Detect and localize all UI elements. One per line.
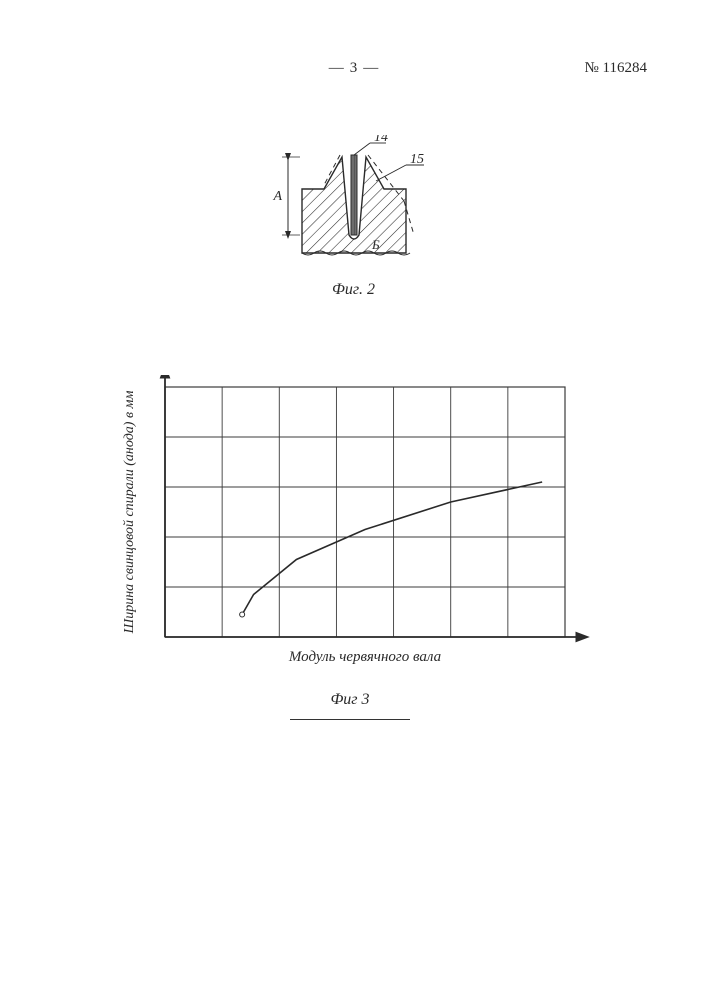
svg-text:14: 14	[374, 135, 388, 145]
svg-text:A: A	[272, 189, 282, 204]
svg-text:Ширина свинцовой спирали (анод: Ширина свинцовой спирали (анода) в мм	[122, 391, 137, 635]
fig2-label: Фиг. 2	[254, 281, 454, 299]
document-number: № 116284	[584, 60, 647, 77]
fig3-label: Фиг 3	[110, 691, 590, 709]
svg-text:Модуль червячного вала: Модуль червячного вала	[288, 649, 441, 665]
svg-text:Б: Б	[371, 237, 380, 252]
figure-3: Модуль червячного вала Ширина свинцовой с…	[110, 375, 590, 720]
fig3-chart: Модуль червячного вала Ширина свинцовой с…	[110, 375, 590, 685]
figure-2: A Б 14 15 Фиг. 2	[254, 135, 454, 299]
page-number: 3	[323, 60, 385, 77]
svg-text:15: 15	[410, 152, 424, 167]
fig3-underline	[290, 719, 410, 720]
fig2-diagram: A Б 14 15	[254, 135, 454, 275]
